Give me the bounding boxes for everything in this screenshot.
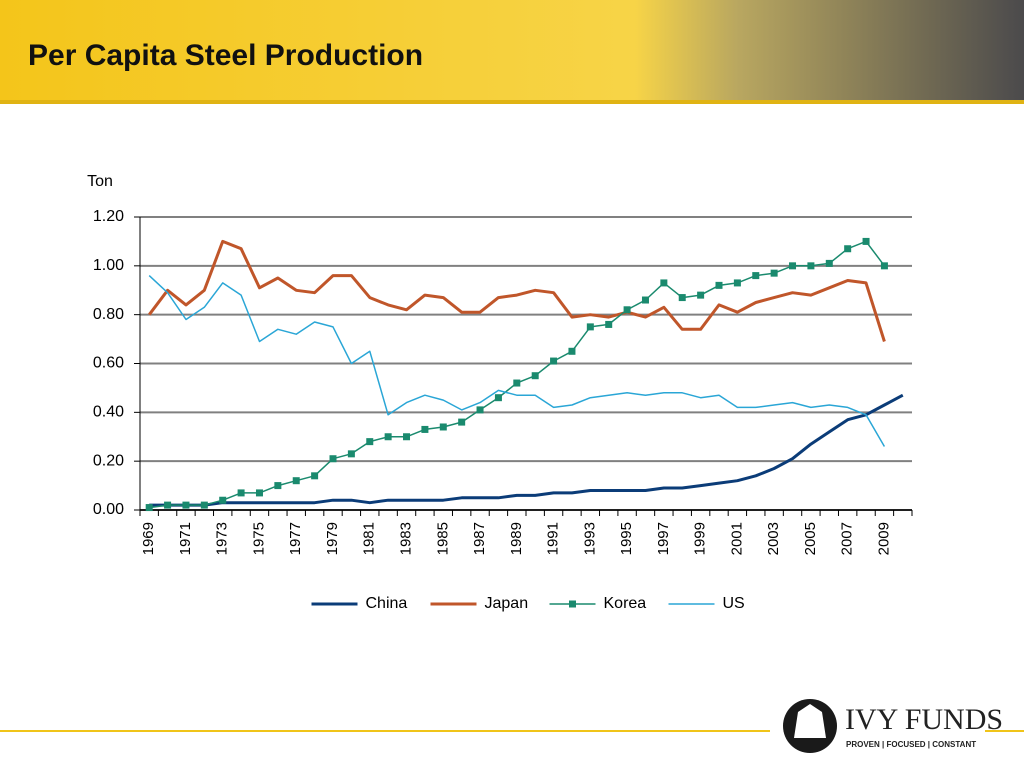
series-marker: [752, 272, 760, 280]
x-tick-label: 1995: [618, 522, 635, 555]
slide-title: Per Capita Steel Production: [28, 39, 423, 72]
y-axis-label: Ton: [87, 173, 113, 190]
x-tick-label: 2007: [839, 522, 856, 555]
x-tick-label: 1991: [545, 522, 562, 555]
y-tick-label: 0.40: [93, 404, 124, 421]
logo-emblem-mark: [794, 704, 826, 738]
x-tick-label: 1977: [287, 522, 304, 555]
x-tick-label: 1989: [508, 522, 525, 555]
x-tick-label: 1987: [471, 522, 488, 555]
y-tick-label: 0.80: [93, 306, 124, 323]
series-marker: [550, 357, 558, 365]
series-marker: [770, 269, 778, 277]
legend-label: Japan: [485, 595, 529, 612]
series-marker: [513, 379, 521, 387]
series-marker: [678, 294, 686, 302]
x-tick-label: 1973: [214, 522, 231, 555]
series-marker: [862, 237, 870, 245]
x-tick-label: 1979: [324, 522, 341, 555]
series-marker: [164, 501, 172, 509]
series-marker: [403, 433, 411, 441]
header-rule: [0, 100, 1024, 104]
legend-label: China: [366, 595, 408, 612]
series-marker: [200, 501, 208, 509]
legend-label: Korea: [604, 595, 647, 612]
series-marker: [237, 489, 245, 497]
y-tick-label: 0.60: [93, 355, 124, 372]
y-tick-label: 1.00: [93, 257, 124, 274]
series-marker: [807, 262, 815, 270]
series-marker: [255, 489, 263, 497]
y-tick-label: 1.20: [93, 208, 124, 225]
x-tick-label: 1981: [361, 522, 378, 555]
series-marker: [605, 320, 613, 328]
series-marker: [219, 496, 227, 504]
header-band: [0, 0, 1024, 100]
series-marker: [494, 394, 502, 402]
x-tick-label: 2003: [765, 522, 782, 555]
series-marker: [366, 438, 374, 446]
series-marker: [568, 347, 576, 355]
x-tick-label: 2005: [802, 522, 819, 555]
series-marker: [586, 323, 594, 331]
y-tick-label: 0.20: [93, 452, 124, 469]
series-marker: [844, 245, 852, 253]
series-marker: [458, 418, 466, 426]
series-marker: [384, 433, 392, 441]
series-marker: [329, 455, 337, 463]
x-tick-label: 1985: [434, 522, 451, 555]
x-tick-label: 1975: [250, 522, 267, 555]
series-marker: [715, 281, 723, 289]
x-tick-label: 1999: [692, 522, 709, 555]
series-marker: [733, 279, 741, 287]
series-marker: [641, 296, 649, 304]
series-marker: [421, 425, 429, 433]
series-marker: [880, 262, 888, 270]
y-tick-label: 0.00: [93, 501, 124, 518]
x-tick-label: 1969: [140, 522, 157, 555]
legend-marker: [569, 600, 576, 608]
x-tick-label: 1971: [177, 522, 194, 555]
series-marker: [274, 482, 282, 490]
series-marker: [292, 477, 300, 485]
x-tick-label: 1993: [581, 522, 598, 555]
series-marker: [531, 372, 539, 380]
series-marker: [347, 450, 355, 458]
x-tick-label: 1997: [655, 522, 672, 555]
series-marker: [825, 259, 833, 267]
series-marker: [697, 291, 705, 299]
series-line: [148, 239, 886, 342]
series-marker: [145, 504, 153, 512]
series-marker: [182, 501, 190, 509]
logo-tagline: PROVEN | FOCUSED | CONSTANT: [846, 740, 976, 749]
series-line: [149, 393, 904, 507]
series-marker: [789, 262, 797, 270]
legend-label: US: [723, 595, 745, 612]
series-marker: [623, 306, 631, 314]
series-marker: [439, 423, 447, 431]
series-marker: [476, 406, 484, 414]
series-marker: [660, 279, 668, 287]
x-tick-label: 2009: [875, 522, 892, 555]
series-marker: [311, 472, 319, 480]
logo-name: IVY FUNDS: [845, 703, 1003, 736]
x-tick-label: 2001: [728, 522, 745, 555]
x-tick-label: 1983: [397, 522, 414, 555]
series-line: [148, 275, 886, 447]
